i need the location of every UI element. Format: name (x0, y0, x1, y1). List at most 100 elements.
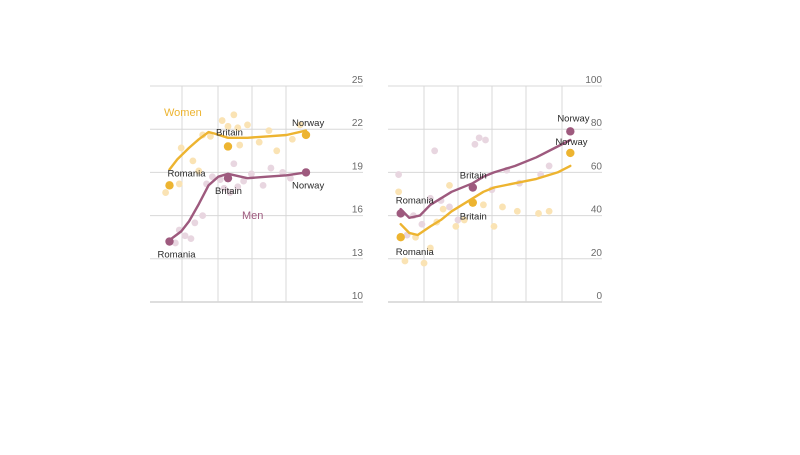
scatter-point-men (226, 189, 234, 196)
highlight-point-britain (223, 142, 233, 151)
scatter-point-men (187, 235, 195, 243)
scatter-point-women (535, 210, 542, 217)
highlight-point-norway (301, 168, 311, 177)
scatter-point-women (446, 181, 453, 189)
y-tick-label: 20 (591, 248, 603, 259)
trend-line-men (168, 171, 308, 242)
scatter-point-women (427, 244, 434, 252)
scatter-point-women (218, 117, 226, 124)
point-label-norway: Norway (292, 118, 324, 129)
scatter-point-women (224, 122, 232, 130)
scatter-point-men (248, 170, 255, 178)
y-tick-label: 0 (596, 291, 602, 302)
scatter-point-women (189, 157, 197, 165)
scatter-point-men (267, 164, 275, 172)
scatter-point-women (273, 147, 281, 155)
trend-line-women (399, 164, 572, 237)
point-label-norway: Norway (557, 113, 589, 124)
scatter-point-women (162, 189, 170, 196)
highlight-point-norway (566, 127, 575, 136)
scatter-point-women (439, 205, 447, 213)
scatter-point-men (181, 232, 189, 240)
highlight-point-romania (396, 209, 405, 218)
point-label-norway: Norway (292, 180, 324, 191)
scatter-point-women (296, 121, 304, 129)
highlight-point-britain (468, 183, 477, 192)
point-label-romania: Romania (396, 195, 435, 206)
scatter-point-men (454, 216, 462, 224)
scatter-point-women (460, 216, 468, 224)
point-label-romania: Romania (396, 247, 435, 258)
highlight-point-britain (468, 198, 477, 207)
scatter-point-men (209, 173, 216, 181)
scatter-point-women (480, 201, 487, 209)
y-tick-label: 40 (591, 205, 603, 216)
scatter-point-men (475, 134, 483, 142)
point-label-romania: Romania (168, 168, 207, 179)
scatter-point-men (471, 140, 479, 148)
y-tick-label: 13 (352, 248, 364, 259)
scatter-point-women (244, 121, 251, 129)
scatter-point-women (499, 203, 506, 211)
y-tick-label: 19 (352, 161, 364, 172)
trend-line-women (168, 129, 308, 171)
scatter-point-men (427, 194, 434, 202)
trend-line-men (399, 138, 572, 219)
point-label-britain: Britain (216, 127, 243, 138)
scatter-point-women (420, 259, 428, 267)
scatter-point-men (418, 220, 426, 228)
scatter-point-women (207, 133, 214, 140)
scatter-point-women (195, 167, 203, 175)
chart-panel-1: 10 13 16 19 22 25 Romania Britain Norway Romania B… (150, 75, 364, 303)
y-tick-label: 60 (591, 161, 603, 172)
point-label-britain: Britain (215, 186, 242, 197)
scatter-point-men (220, 184, 228, 192)
scatter-point-men (446, 203, 453, 211)
series-label-women: Women (164, 107, 202, 119)
scatter-point-women (230, 111, 238, 119)
chart-panel-2: 0 20 40 60 80 100 Romania Britain Norway Romania B… (388, 75, 603, 303)
y-tick-label: 80 (591, 118, 603, 129)
scatter-point-men (191, 219, 199, 227)
scatter-point-women (288, 135, 296, 143)
highlight-point-romania (165, 181, 174, 190)
highlight-point-norway (301, 130, 311, 140)
scatter-point-women (255, 138, 263, 146)
scatter-point-women (234, 124, 242, 132)
point-label-romania: Romania (158, 250, 197, 261)
scatter-point-men (234, 183, 242, 191)
series-label-men: Men (242, 210, 263, 222)
scatter-point-women (513, 207, 521, 215)
scatter-point-women (265, 127, 273, 135)
scatter-point-men (230, 160, 238, 168)
scatter-point-women (401, 257, 409, 265)
scatter-point-women (236, 141, 244, 149)
y-tick-label: 25 (352, 75, 364, 86)
scatter-point-men (240, 177, 248, 185)
scatter-point-men (199, 212, 207, 220)
scatter-point-women (545, 207, 553, 215)
highlight-point-norway (566, 148, 575, 158)
y-tick-label: 22 (352, 118, 364, 129)
scatter-point-men (395, 171, 402, 178)
scatter-point-men (287, 174, 294, 182)
scatter-point-women (395, 188, 402, 196)
highlight-point-romania (165, 237, 174, 246)
y-tick-label: 10 (352, 291, 364, 302)
point-label-norway: Norway (555, 137, 587, 148)
y-tick-label: 16 (352, 205, 364, 216)
scatter-point-women (490, 223, 498, 230)
scatter-point-men (482, 136, 489, 144)
scatter-point-women (177, 144, 185, 152)
point-label-britain: Britain (460, 212, 487, 223)
scatter-point-men (545, 162, 553, 170)
scatter-point-men (279, 169, 286, 176)
highlight-point-romania (396, 233, 405, 242)
scatter-point-men (431, 147, 439, 155)
scatter-point-women (452, 223, 460, 230)
y-tick-label: 100 (585, 75, 602, 86)
highlight-point-britain (223, 173, 233, 183)
scatter-point-women (175, 180, 183, 188)
